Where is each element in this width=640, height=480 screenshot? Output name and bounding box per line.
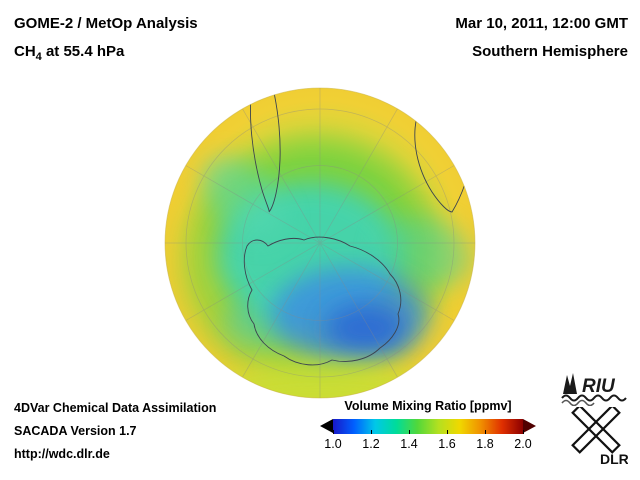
colorbar: Volume Mixing Ratio [ppmv] 1.0 1.2 1.4 1…	[320, 399, 536, 453]
riu-wave-line-2	[561, 399, 595, 406]
mixing-ratio-field	[165, 88, 475, 398]
colorbar-label: 1.0	[324, 437, 342, 451]
credit-url: http://wdc.dlr.de	[14, 447, 110, 461]
colorbar-label: 1.6	[438, 437, 456, 451]
colorbar-right-arrow	[523, 419, 536, 433]
plot-datetime: Mar 10, 2011, 12:00 GMT	[455, 15, 628, 32]
riu-logo: RIU	[561, 373, 627, 406]
coastline-south-america	[250, 88, 281, 213]
globe-rim	[164, 87, 476, 399]
plot-title-block: GOME-2 / MetOp Analysis CH4 at 55.4 hPa	[14, 10, 198, 71]
plot-title: GOME-2 / MetOp Analysis	[14, 15, 198, 32]
colorbar-label: 1.2	[362, 437, 380, 451]
colorbar-tick	[485, 430, 486, 434]
credit-line-version: SACADA Version 1.7	[14, 424, 137, 438]
riu-logo-text: RIU	[582, 376, 616, 397]
dlr-cross-icon	[571, 407, 621, 454]
colorbar-label: 1.8	[476, 437, 494, 451]
dlr-logo-text: DLR	[600, 451, 628, 467]
graticule	[165, 88, 475, 398]
colorbar-tick	[371, 430, 372, 434]
colorbar-tick	[447, 430, 448, 434]
riu-cathedral-icon	[563, 373, 577, 394]
coastline-antarctica	[243, 236, 402, 366]
colorbar-label: 1.4	[400, 437, 418, 451]
colorbar-label: 2.0	[514, 437, 532, 451]
colorbar-tick	[333, 430, 334, 434]
dlr-logo: DLR	[571, 407, 628, 467]
credits-block: 4DVar Chemical Data Assimilation SACADA …	[14, 397, 216, 466]
colorbar-left-arrow	[320, 419, 333, 433]
colorbar-gradient	[320, 419, 536, 434]
colorbar-title: Volume Mixing Ratio [ppmv]	[344, 399, 512, 413]
chemical-subscript: 4	[35, 51, 42, 63]
credit-line-assimilation: 4DVar Chemical Data Assimilation	[14, 401, 217, 415]
riu-wave-line-1	[561, 394, 627, 402]
plot-region: Southern Hemisphere	[472, 43, 628, 60]
plot-subtitle: CH4 at 55.4 hPa	[14, 43, 125, 63]
colorbar-tick	[523, 430, 524, 434]
plot-datetime-block: Mar 10, 2011, 12:00 GMT Southern Hemisph…	[455, 10, 628, 66]
colorbar-tick	[409, 430, 410, 434]
colorbar-labels: 1.0 1.2 1.4 1.6 1.8 2.0	[324, 437, 531, 453]
